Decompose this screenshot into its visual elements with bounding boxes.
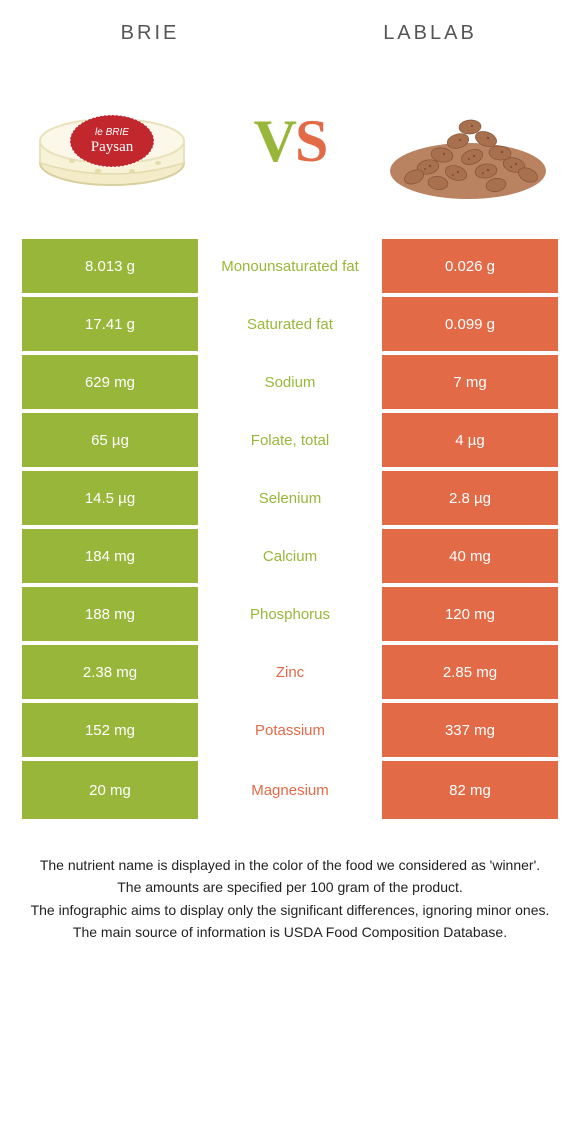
- right-value-cell: 120 mg: [378, 587, 558, 641]
- table-row: 188 mgPhosphorus120 mg: [22, 587, 558, 645]
- left-value-cell: 65 µg: [22, 413, 202, 467]
- left-value-cell: 17.41 g: [22, 297, 202, 351]
- left-value-cell: 8.013 g: [22, 239, 202, 293]
- table-row: 14.5 µgSelenium2.8 µg: [22, 471, 558, 529]
- footnote-line: The amounts are specified per 100 gram o…: [28, 877, 552, 897]
- lablab-image: [378, 71, 558, 211]
- brie-label-line2: Paysan: [91, 139, 134, 155]
- nutrient-label-cell: Phosphorus: [202, 587, 378, 641]
- left-value-cell: 2.38 mg: [22, 645, 202, 699]
- left-value-cell: 629 mg: [22, 355, 202, 409]
- brie-image: le BRIE Paysan: [22, 71, 202, 211]
- footnote-line: The main source of information is USDA F…: [28, 922, 552, 942]
- nutrient-label-cell: Saturated fat: [202, 297, 378, 351]
- header-titles: BRIE LABLAB: [0, 0, 580, 55]
- right-value-cell: 4 µg: [378, 413, 558, 467]
- vs-label: VS: [254, 107, 327, 176]
- table-row: 20 mgMagnesium82 mg: [22, 761, 558, 819]
- right-value-cell: 0.099 g: [378, 297, 558, 351]
- table-row: 17.41 gSaturated fat0.099 g: [22, 297, 558, 355]
- left-value-cell: 188 mg: [22, 587, 202, 641]
- right-value-cell: 337 mg: [378, 703, 558, 757]
- nutrient-label-cell: Sodium: [202, 355, 378, 409]
- nutrient-label-cell: Monounsaturated fat: [202, 239, 378, 293]
- right-value-cell: 2.8 µg: [378, 471, 558, 525]
- right-value-cell: 82 mg: [378, 761, 558, 819]
- table-row: 65 µgFolate, total4 µg: [22, 413, 558, 471]
- table-row: 184 mgCalcium40 mg: [22, 529, 558, 587]
- table-row: 8.013 gMonounsaturated fat0.026 g: [22, 239, 558, 297]
- left-value-cell: 184 mg: [22, 529, 202, 583]
- right-value-cell: 40 mg: [378, 529, 558, 583]
- right-food-title: LABLAB: [290, 22, 570, 45]
- footnotes: The nutrient name is displayed in the co…: [0, 849, 580, 984]
- nutrient-label-cell: Selenium: [202, 471, 378, 525]
- right-value-cell: 7 mg: [378, 355, 558, 409]
- vs-s-letter: S: [295, 108, 326, 174]
- nutrient-label-cell: Magnesium: [202, 761, 378, 819]
- left-food-title: BRIE: [10, 22, 290, 45]
- nutrient-label-cell: Folate, total: [202, 413, 378, 467]
- brie-label-line1: le BRIE: [95, 127, 129, 138]
- vs-v-letter: V: [254, 108, 295, 174]
- left-value-cell: 20 mg: [22, 761, 202, 819]
- nutrient-label-cell: Zinc: [202, 645, 378, 699]
- footnote-line: The infographic aims to display only the…: [28, 900, 552, 920]
- table-row: 629 mgSodium7 mg: [22, 355, 558, 413]
- comparison-table: 8.013 gMonounsaturated fat0.026 g17.41 g…: [22, 239, 558, 819]
- left-value-cell: 152 mg: [22, 703, 202, 757]
- right-value-cell: 2.85 mg: [378, 645, 558, 699]
- images-row: le BRIE Paysan VS: [0, 55, 580, 239]
- table-row: 152 mgPotassium337 mg: [22, 703, 558, 761]
- left-value-cell: 14.5 µg: [22, 471, 202, 525]
- nutrient-label-cell: Potassium: [202, 703, 378, 757]
- table-row: 2.38 mgZinc2.85 mg: [22, 645, 558, 703]
- nutrient-label-cell: Calcium: [202, 529, 378, 583]
- right-value-cell: 0.026 g: [378, 239, 558, 293]
- footnote-line: The nutrient name is displayed in the co…: [28, 855, 552, 875]
